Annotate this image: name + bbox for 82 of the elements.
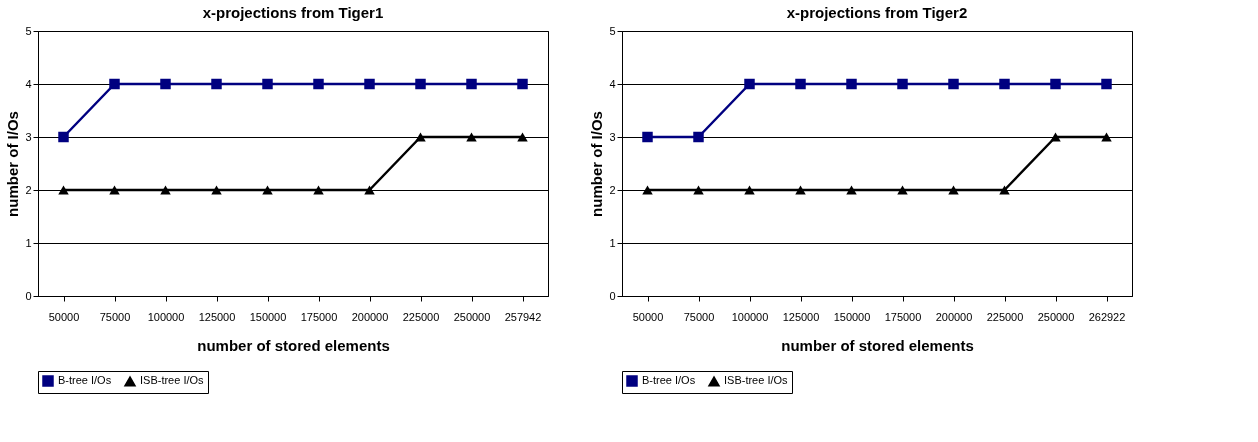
point (693, 131, 704, 143)
x-tick-label: 257942 (504, 310, 542, 323)
point (795, 185, 806, 195)
x-tick-label: 125000 (198, 310, 236, 323)
y-axis-title: number of I/Os (4, 111, 22, 217)
x-tick-label: 175000 (884, 310, 922, 323)
x-tick-label: 100000 (731, 310, 769, 323)
point (744, 78, 755, 90)
point (262, 78, 273, 90)
point (109, 185, 120, 195)
legend-label: ISB-tree I/Os (140, 374, 205, 387)
point (364, 78, 375, 90)
point (58, 131, 69, 143)
point (642, 185, 653, 195)
y-tick-label: 4 (609, 77, 616, 90)
y-tick-label: 2 (25, 183, 32, 196)
legend-label: ISB-tree I/Os (724, 374, 789, 387)
y-axis-title: number of I/Os (588, 111, 606, 217)
y-tick-label: 2 (609, 183, 616, 196)
chart-title: x-projections from Tiger1 (202, 4, 384, 21)
point (415, 132, 426, 142)
point (1101, 132, 1112, 142)
legend-label: B-tree I/Os (642, 374, 696, 386)
y-tick-label: 4 (25, 77, 32, 90)
point (642, 131, 653, 143)
point (364, 185, 375, 195)
x-tick-label: 250000 (453, 310, 491, 323)
chart-title: x-projections from Tiger2 (786, 4, 968, 21)
point (313, 185, 324, 195)
point (466, 78, 477, 90)
point (999, 185, 1010, 195)
point (693, 185, 704, 195)
point (1050, 132, 1061, 142)
point (160, 78, 171, 90)
y-tick-label: 3 (25, 130, 32, 143)
legend-label: B-tree I/Os (58, 374, 112, 386)
y-tick-label: 3 (609, 130, 616, 143)
x-tick-label: 100000 (147, 310, 185, 323)
point (466, 132, 477, 142)
x-tick-label: 150000 (833, 310, 871, 323)
point (948, 185, 959, 195)
point (58, 185, 69, 195)
point (744, 185, 755, 195)
point (1050, 78, 1061, 90)
point (313, 78, 324, 90)
y-tick-label: 5 (609, 24, 616, 37)
point (517, 78, 528, 90)
point (846, 185, 857, 195)
x-tick-label: 200000 (935, 310, 973, 323)
x-axis-title: number of stored elements (781, 336, 974, 354)
x-tick-label: 75000 (683, 310, 715, 323)
y-tick-label: 1 (25, 236, 32, 249)
x-tick-label: 225000 (986, 310, 1024, 323)
x-tick-label: 175000 (300, 310, 338, 323)
x-tick-label: 250000 (1037, 310, 1075, 323)
point (211, 78, 222, 90)
point (415, 78, 426, 90)
y-tick-label: 0 (25, 289, 32, 302)
point (211, 185, 222, 195)
point (846, 78, 857, 90)
x-tick-label: 50000 (48, 310, 80, 323)
y-tick-label: 1 (609, 236, 616, 249)
x-tick-label: 75000 (99, 310, 131, 323)
point (897, 78, 908, 90)
x-tick-label: 225000 (402, 310, 440, 323)
y-tick-label: 5 (25, 24, 32, 37)
point (999, 78, 1010, 90)
x-axis-title: number of stored elements (197, 336, 390, 354)
x-tick-label: 200000 (351, 310, 389, 323)
point (109, 78, 120, 90)
x-tick-label: 125000 (782, 310, 820, 323)
point (948, 78, 959, 90)
x-tick-label: 50000 (632, 310, 664, 323)
x-tick-label: 150000 (249, 310, 287, 323)
point (160, 185, 171, 195)
point (897, 185, 908, 195)
y-tick-label: 0 (609, 289, 616, 302)
point (517, 132, 528, 142)
x-tick-label: 262922 (1088, 310, 1126, 323)
point (262, 185, 273, 195)
point (795, 78, 806, 90)
point (1101, 78, 1112, 90)
